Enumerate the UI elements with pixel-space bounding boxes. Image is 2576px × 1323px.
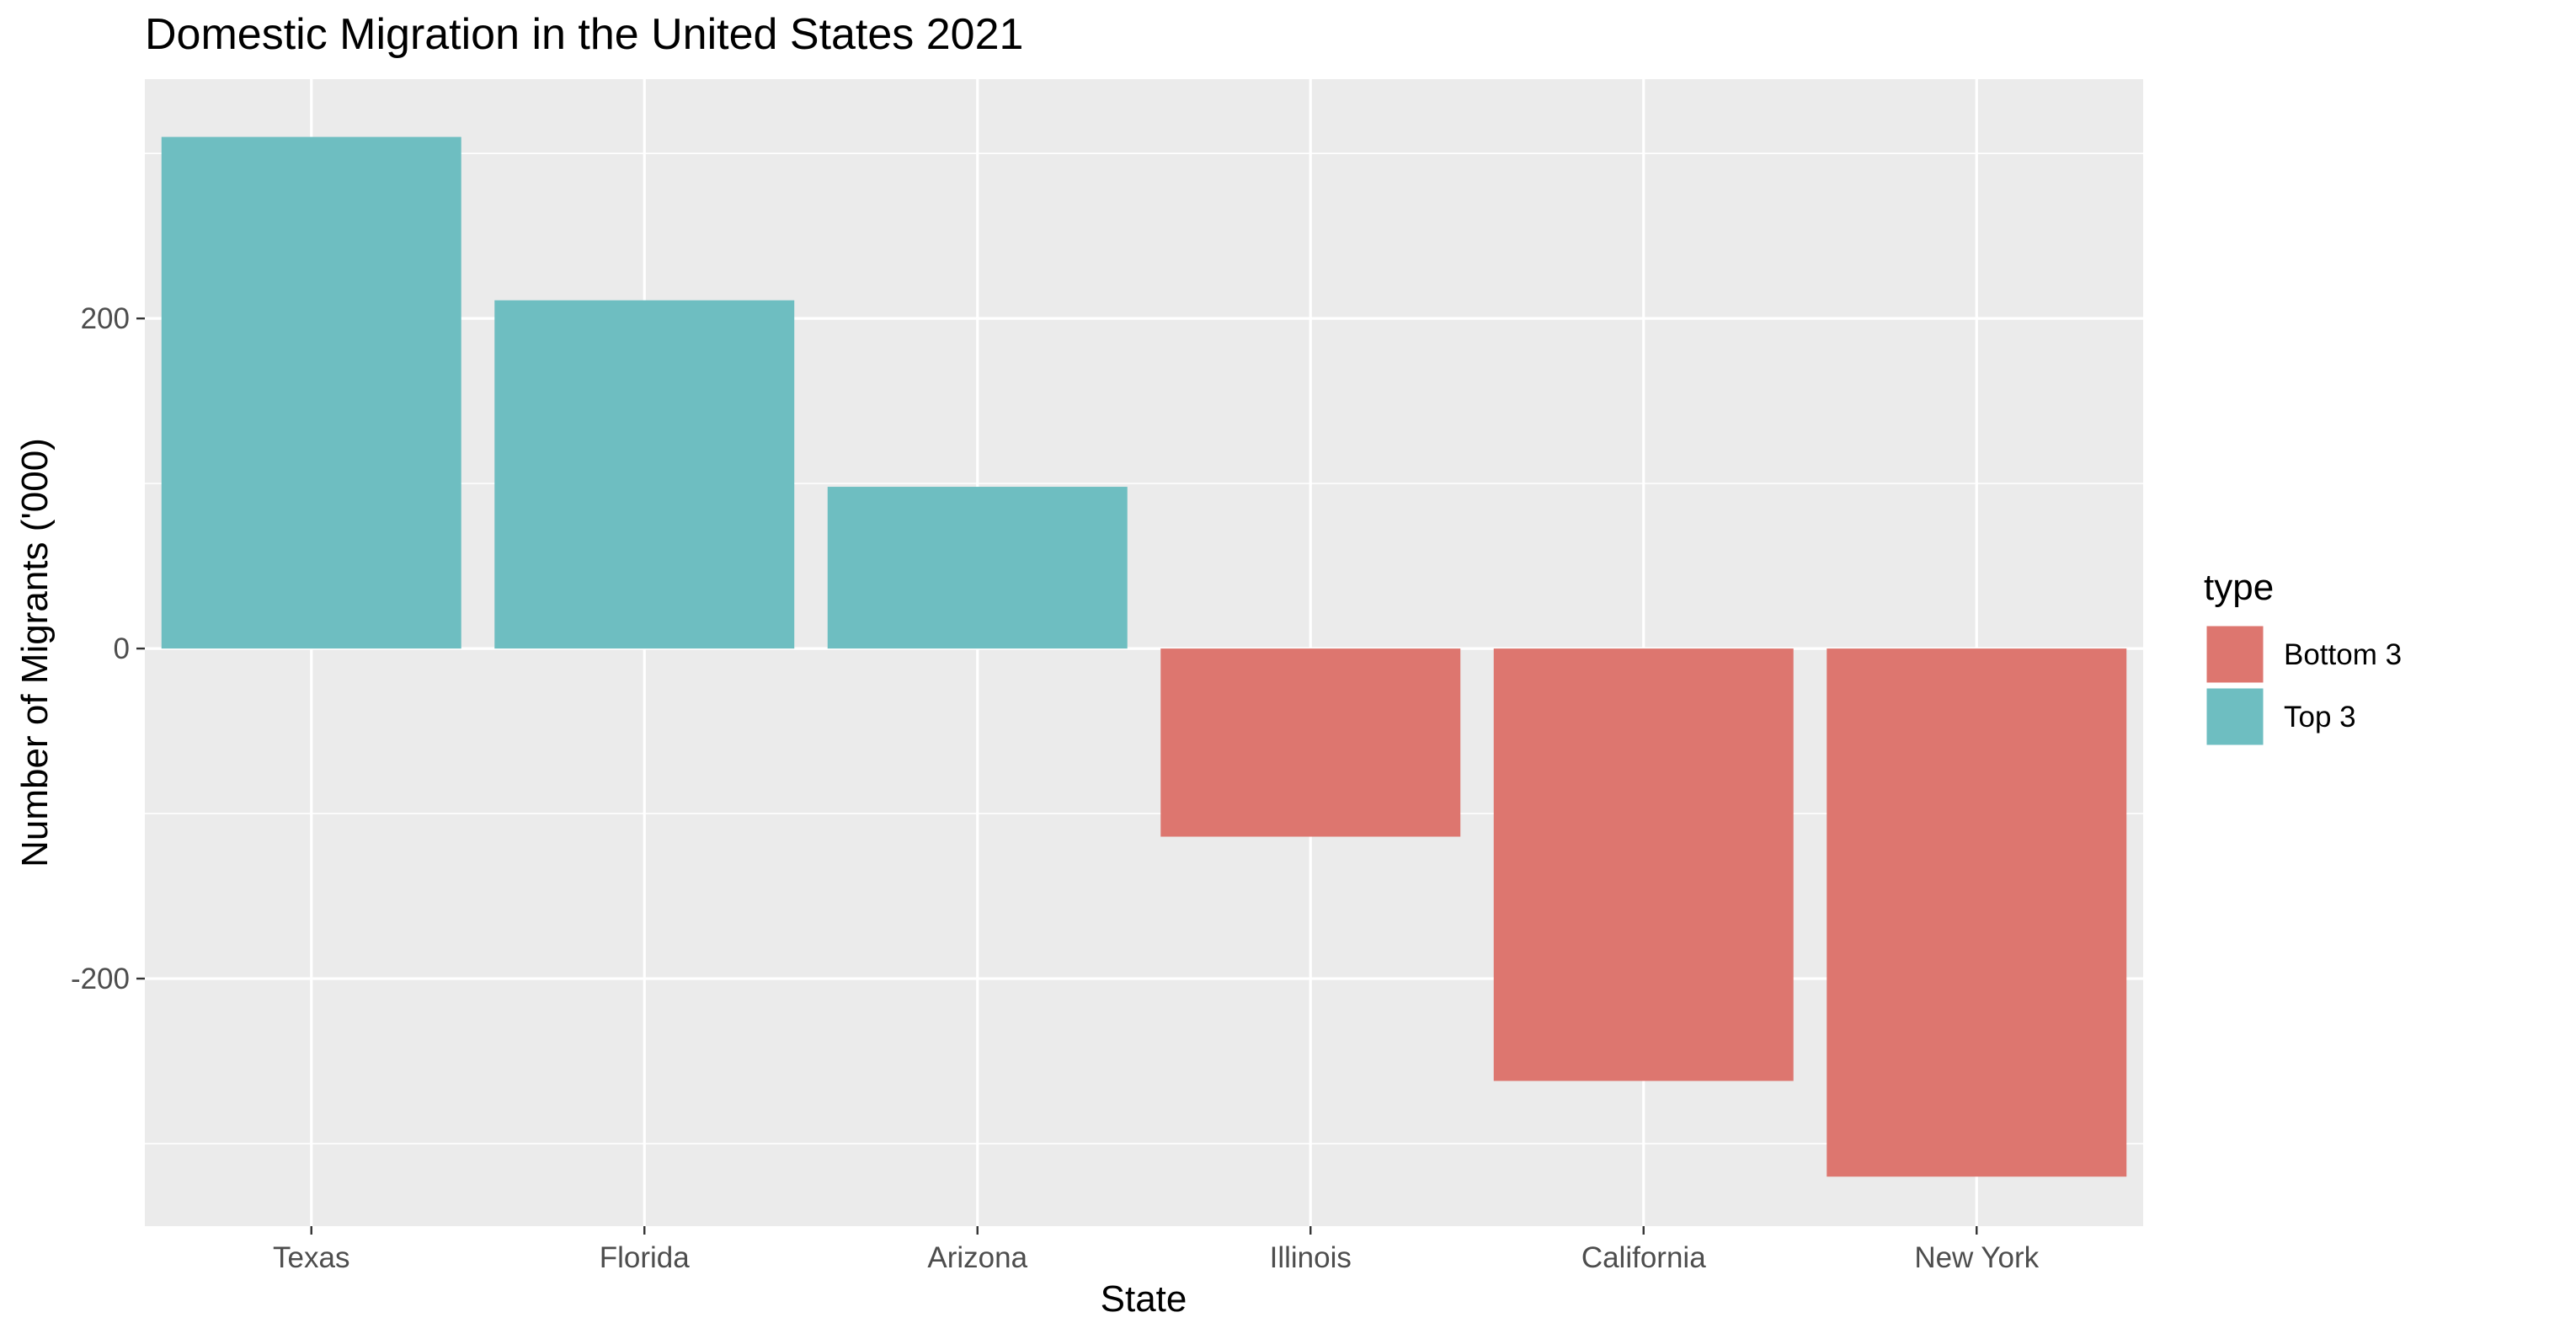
grid-minor (145, 152, 2143, 1144)
legend-label: Top 3 (2284, 701, 2356, 734)
bars (161, 136, 2127, 1177)
legend-key (2204, 623, 2266, 686)
bar-arizona (827, 487, 1128, 649)
x-tick-label: New York (1914, 1241, 2039, 1274)
legend-key (2204, 686, 2266, 748)
plot-panel (145, 79, 2143, 1226)
legend-title: type (2204, 567, 2274, 608)
bar-texas (161, 136, 461, 649)
x-axis-title: State (1101, 1278, 1187, 1320)
x-axis-ticks: Texas Florida Arizona Illinois California New… (273, 1226, 2040, 1274)
y-tick-label: -200 (71, 963, 130, 995)
legend: type Bottom 3 Top 3 (2204, 567, 2402, 748)
y-tick-label: 0 (114, 632, 130, 665)
bar-illinois (1160, 648, 1461, 837)
x-tick-label: Illinois (1270, 1241, 1352, 1274)
bar-california (1493, 648, 1794, 1081)
y-axis-title: Number of Migrants ('000) (14, 438, 56, 867)
chart-title: Domestic Migration in the United States … (145, 10, 1023, 59)
bar-florida (494, 300, 795, 649)
y-tick-label: 200 (81, 302, 130, 335)
bar-new-york (1827, 648, 2127, 1177)
legend-label: Bottom 3 (2284, 638, 2402, 671)
x-tick-label: Arizona (927, 1241, 1027, 1274)
y-axis-ticks: -200 0 200 (71, 302, 145, 995)
x-tick-label: Florida (600, 1241, 691, 1274)
x-tick-label: Texas (273, 1241, 349, 1274)
x-tick-label: California (1581, 1241, 1706, 1274)
